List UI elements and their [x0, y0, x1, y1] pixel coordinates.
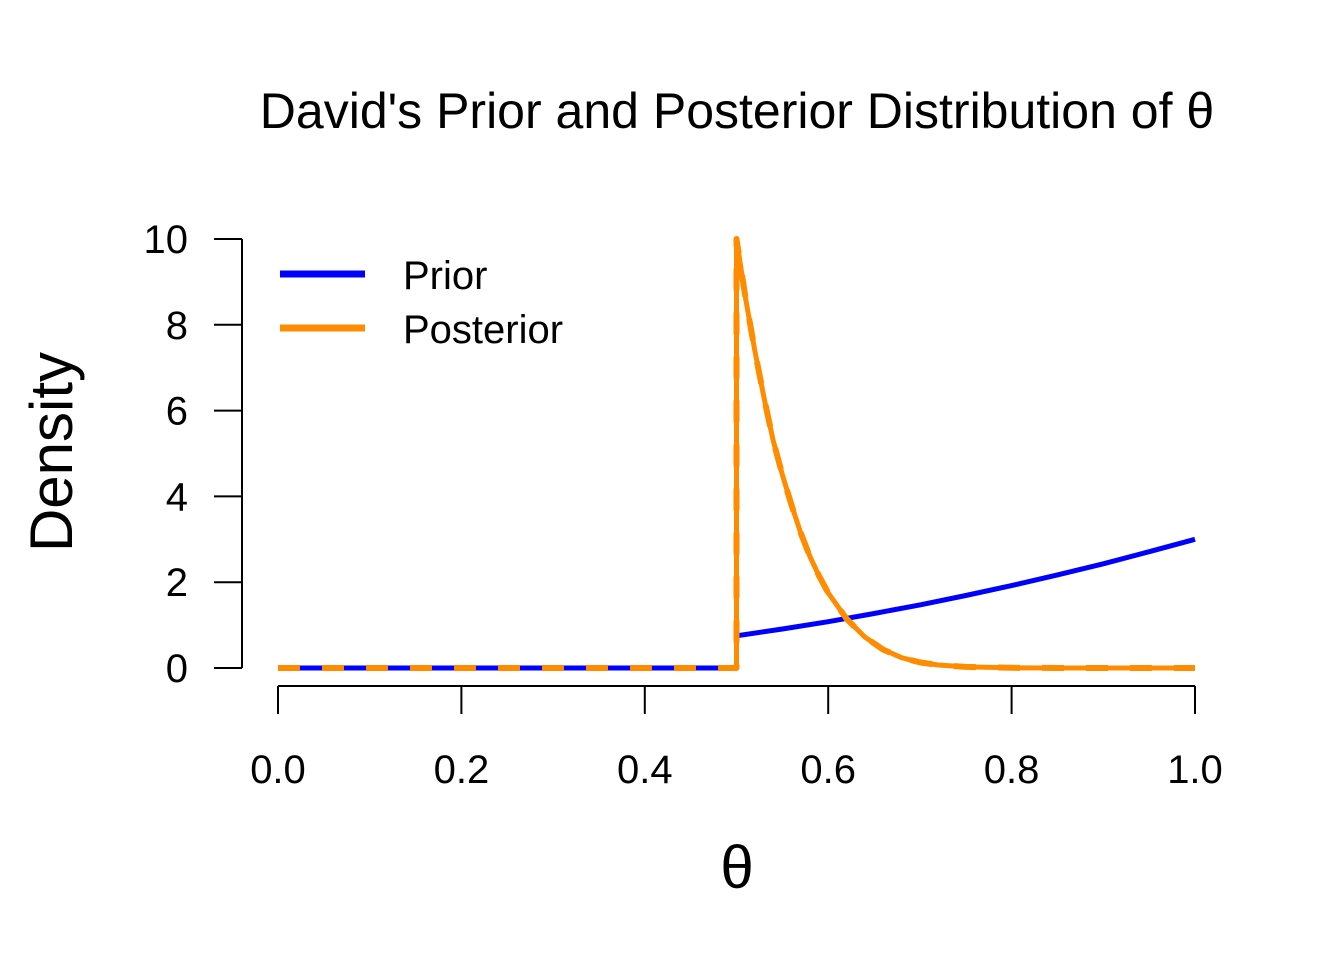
x-tick-label: 0.6 [800, 748, 856, 792]
x-tick-label: 0.8 [984, 748, 1040, 792]
y-tick-label: 10 [144, 218, 189, 262]
y-tick-label: 2 [166, 561, 188, 605]
x-axis-label: θ [720, 834, 753, 901]
legend-label-prior: Prior [403, 254, 487, 298]
y-axis-label: Density [18, 352, 85, 552]
y-tick-label: 6 [166, 390, 188, 434]
x-tick-label: 1.0 [1167, 748, 1223, 792]
y-tick-label: 8 [166, 304, 188, 348]
x-tick-label: 0.0 [250, 748, 306, 792]
axes: 0.0 0.2 0.4 0.6 0.8 1.0 0 2 4 6 8 10 [144, 218, 1223, 792]
legend: Prior Posterior [280, 254, 563, 352]
x-tick-label: 0.2 [434, 748, 490, 792]
legend-label-posterior: Posterior [403, 308, 563, 352]
y-tick-label: 0 [166, 647, 188, 691]
chart-title: David's Prior and Posterior Distribution… [260, 83, 1214, 139]
x-tick-label: 0.4 [617, 748, 673, 792]
y-tick-label: 4 [166, 475, 188, 519]
series-line-posterior-peak [734, 236, 1195, 671]
series-lines [278, 236, 1196, 671]
